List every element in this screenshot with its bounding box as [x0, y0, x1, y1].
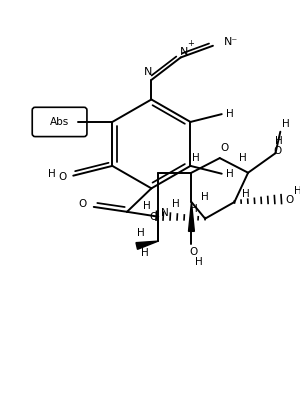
Text: O: O — [78, 199, 86, 209]
Text: H: H — [142, 201, 150, 211]
Text: N: N — [144, 67, 153, 77]
Polygon shape — [136, 241, 158, 249]
Text: N: N — [179, 47, 188, 57]
Text: H: H — [201, 192, 209, 202]
Text: H: H — [190, 204, 197, 214]
Text: N⁻: N⁻ — [224, 37, 238, 47]
Text: H: H — [275, 136, 283, 147]
Text: H: H — [239, 153, 247, 163]
Text: H: H — [137, 228, 145, 238]
Text: O: O — [220, 143, 229, 153]
Text: H: H — [226, 169, 233, 179]
Text: O: O — [273, 146, 281, 156]
Text: H: H — [172, 199, 180, 209]
Text: H: H — [141, 248, 148, 258]
Text: H: H — [195, 257, 203, 267]
Text: O: O — [285, 195, 293, 205]
Text: H: H — [242, 189, 250, 199]
Text: N: N — [161, 208, 169, 218]
Text: H: H — [48, 169, 56, 179]
Text: H: H — [282, 119, 290, 129]
Text: Abs: Abs — [50, 117, 69, 127]
Text: +: + — [187, 39, 194, 48]
Text: O: O — [189, 247, 197, 257]
Text: O: O — [58, 172, 67, 182]
Text: H: H — [294, 186, 300, 196]
Polygon shape — [188, 202, 194, 231]
Text: H: H — [193, 153, 200, 163]
Text: H: H — [226, 109, 233, 119]
Text: O: O — [149, 212, 158, 222]
FancyBboxPatch shape — [32, 107, 87, 137]
